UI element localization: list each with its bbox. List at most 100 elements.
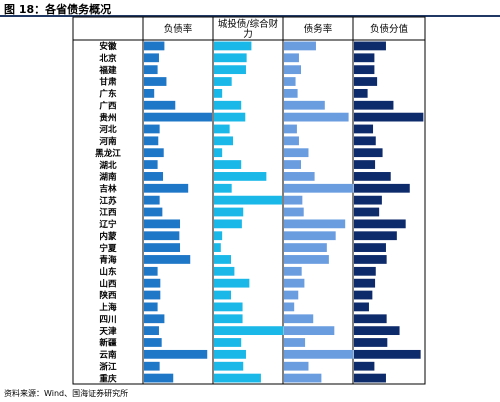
bar-2-28 [284, 373, 322, 383]
bar-0-18 [144, 255, 191, 264]
bar-3-1 [354, 53, 375, 63]
bar-3-25 [354, 338, 388, 347]
bar-3-18 [354, 255, 387, 264]
category-label: 北京 [99, 52, 117, 64]
bar-0-23 [144, 314, 165, 324]
category-label: 河北 [99, 123, 117, 135]
category-label: 浙江 [99, 360, 117, 372]
bar-0-4 [144, 88, 155, 98]
category-label: 四川 [99, 314, 116, 325]
bar-1-6 [214, 112, 246, 122]
bar-0-11 [144, 172, 164, 181]
bar-3-10 [354, 160, 376, 169]
bar-2-2 [284, 65, 301, 75]
bar-0-14 [144, 207, 163, 217]
series-header-0: 负债率 [164, 23, 193, 35]
bar-2-26 [284, 349, 354, 359]
bar-0-24 [144, 326, 159, 336]
bar-3-24 [354, 326, 400, 336]
category-label: 江苏 [99, 194, 117, 206]
bar-0-28 [144, 373, 174, 383]
bar-3-3 [354, 77, 378, 86]
bar-3-7 [354, 124, 374, 134]
category-label: 内蒙 [99, 230, 117, 242]
bar-0-3 [144, 77, 167, 86]
bar-1-22 [214, 302, 243, 312]
bar-0-25 [144, 338, 162, 347]
table-grid [72, 16, 426, 385]
bar-3-15 [354, 219, 406, 229]
bar-3-14 [354, 207, 380, 217]
bar-1-28 [214, 373, 261, 383]
bar-1-14 [214, 207, 244, 217]
bar-0-6 [144, 112, 212, 122]
bars [144, 41, 424, 383]
bar-2-6 [284, 112, 349, 122]
bar-1-10 [214, 160, 242, 169]
bar-0-19 [144, 266, 158, 276]
bar-1-26 [214, 349, 246, 359]
source-note: 资料来源：Wind、国海证券研究所 [4, 389, 129, 398]
bar-2-25 [284, 338, 306, 347]
bar-2-21 [284, 290, 299, 300]
bar-1-17 [214, 243, 221, 252]
bar-2-1 [284, 53, 299, 63]
bar-1-3 [214, 77, 232, 86]
bar-1-13 [214, 195, 282, 205]
bar-0-13 [144, 195, 160, 205]
labels: 负债率 城投债/综合财力 债务率 负债分值安徽北京福建甘肃广东广西贵州河北河南黑龙江湖… [95, 18, 408, 384]
figure-title: 图 18：各省债务概况 [4, 3, 112, 16]
category-label: 陕西 [99, 289, 117, 301]
category-label: 广西 [99, 99, 117, 111]
bar-0-16 [144, 231, 180, 241]
bar-2-19 [284, 266, 302, 276]
bar-0-17 [144, 243, 181, 252]
bar-2-10 [284, 160, 301, 169]
bar-3-23 [354, 314, 387, 324]
bar-2-14 [284, 207, 304, 217]
category-label: 天津 [99, 325, 117, 337]
category-label: 辽宁 [99, 218, 117, 230]
category-label: 青海 [99, 254, 117, 266]
bar-1-15 [214, 219, 242, 229]
bar-0-20 [144, 278, 161, 288]
bar-3-22 [354, 302, 369, 312]
bar-2-9 [284, 148, 309, 158]
bar-0-27 [144, 361, 160, 371]
bar-0-21 [144, 290, 161, 300]
bar-3-9 [354, 148, 383, 158]
bar-2-5 [284, 100, 325, 110]
category-label: 山西 [99, 277, 117, 289]
category-label: 江西 [99, 206, 117, 218]
bar-1-1 [214, 53, 247, 63]
bar-3-2 [354, 65, 375, 75]
bar-3-26 [354, 349, 421, 359]
category-label: 上海 [99, 301, 117, 313]
category-label: 安徽 [99, 40, 117, 52]
category-label: 河南 [99, 135, 117, 147]
bar-3-28 [354, 373, 386, 383]
bar-3-17 [354, 243, 386, 252]
bar-0-22 [144, 302, 158, 312]
bar-0-15 [144, 219, 181, 229]
bar-1-9 [214, 148, 223, 158]
bar-1-25 [214, 338, 242, 347]
bar-3-19 [354, 266, 376, 276]
bar-3-13 [354, 195, 382, 205]
category-label: 福建 [98, 64, 117, 76]
bar-3-8 [354, 136, 376, 146]
bar-1-5 [214, 100, 242, 110]
bar-0-1 [144, 53, 159, 63]
bar-0-0 [144, 41, 165, 51]
bar-0-7 [144, 124, 160, 134]
category-label: 重庆 [99, 372, 117, 384]
bar-2-17 [284, 243, 327, 252]
bar-0-5 [144, 100, 176, 110]
bar-2-11 [284, 172, 315, 181]
category-label: 广东 [99, 88, 117, 100]
bar-3-5 [354, 100, 394, 110]
bar-0-8 [144, 136, 159, 146]
bar-1-24 [214, 326, 284, 336]
bar-2-7 [284, 124, 297, 134]
